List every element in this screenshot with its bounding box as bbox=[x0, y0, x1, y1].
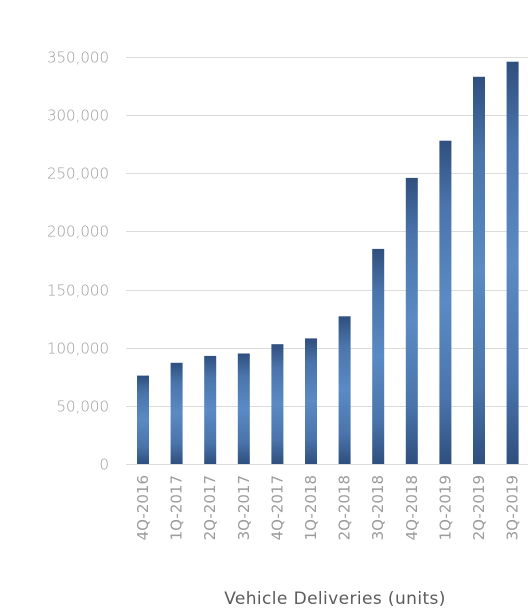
x-axis-ticks: 4Q-2016 1Q-2017 2Q-2017 3Q-2017 4Q-2017 1Q-20… bbox=[134, 475, 522, 540]
bar bbox=[305, 338, 317, 464]
y-tick-label: 300,000 bbox=[47, 107, 109, 125]
x-tick-label: 2Q-2019 bbox=[470, 475, 488, 540]
x-tick-label: 2Q-2017 bbox=[201, 475, 219, 540]
bar bbox=[137, 375, 149, 464]
x-tick-label: 3Q-2018 bbox=[369, 475, 387, 540]
bar bbox=[473, 76, 485, 465]
y-tick-label: 100,000 bbox=[47, 340, 109, 358]
x-tick-label: 3Q-2019 bbox=[504, 475, 522, 540]
x-tick-label: 3Q-2017 bbox=[235, 475, 253, 540]
bar bbox=[405, 177, 418, 464]
bars bbox=[137, 61, 519, 465]
x-tick-label: 4Q-2017 bbox=[268, 475, 286, 540]
y-tick-label: 250,000 bbox=[47, 165, 109, 183]
x-tick-label: 1Q-2019 bbox=[436, 475, 454, 540]
x-tick-label: 4Q-2018 bbox=[403, 475, 421, 540]
y-tick-label: 150,000 bbox=[47, 282, 109, 300]
y-tick-label: 50,000 bbox=[57, 398, 110, 416]
y-tick-label: 350,000 bbox=[47, 49, 109, 67]
bar bbox=[170, 362, 183, 464]
y-tick-label: 0 bbox=[99, 456, 109, 474]
x-tick-label: 1Q-2017 bbox=[168, 475, 186, 540]
bar bbox=[338, 316, 351, 464]
bar bbox=[439, 140, 452, 464]
bar bbox=[271, 344, 284, 464]
x-axis-label: Vehicle Deliveries (units) bbox=[224, 589, 446, 609]
x-tick-label: 1Q-2018 bbox=[302, 475, 320, 540]
grid-lines bbox=[126, 57, 528, 465]
x-tick-label: 2Q-2018 bbox=[336, 475, 354, 540]
y-axis-ticks: 0 50,000 100,000 150,000 200,000 250,000 300,0… bbox=[47, 49, 109, 474]
y-tick-label: 200,000 bbox=[47, 223, 109, 241]
bar bbox=[237, 353, 250, 464]
bar bbox=[372, 248, 385, 464]
bar bbox=[506, 61, 519, 464]
bar bbox=[204, 355, 217, 464]
x-tick-label: 4Q-2016 bbox=[134, 475, 152, 540]
